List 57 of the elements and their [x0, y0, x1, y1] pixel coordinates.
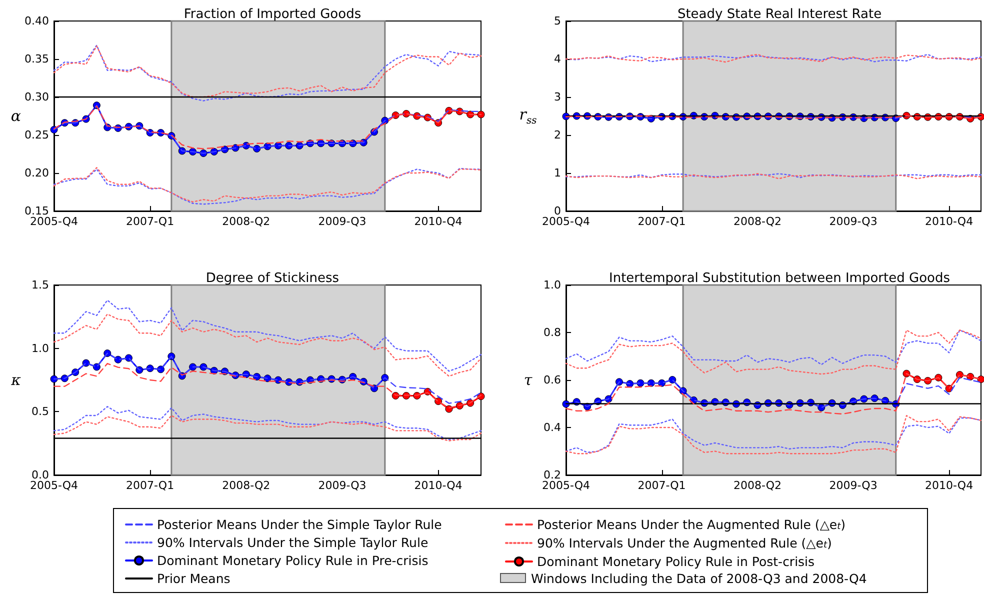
y-tick-label: 2 [554, 128, 561, 142]
x-tick-label: 2007-Q1 [126, 215, 174, 228]
x-tick-label: 2008-Q2 [734, 215, 782, 228]
legend-label: Prior Means [157, 571, 230, 586]
legend-label: Posterior Means Under the Simple Taylor Rule [157, 517, 442, 532]
x-tick-label: 2008-Q2 [222, 479, 270, 492]
y-tick-label: 0.40 [24, 14, 49, 28]
x-tick-label: 2010-Q4 [414, 215, 462, 228]
y-tick-label: 0 [554, 204, 561, 218]
x-tick-label: 2007-Q1 [638, 479, 686, 492]
x-tick-label: 2010-Q4 [925, 215, 974, 228]
legend-label: Dominant Monetary Policy Rule in Post-crisis [537, 554, 815, 569]
text: Windows Including the Data of 2008-Q3 and 2008-Q4 [531, 570, 867, 586]
x-tick-label: 2005-Q4 [30, 479, 78, 492]
y-axis-title: r$_{ss}$ [519, 106, 537, 126]
y-tick-label: 0.30 [24, 90, 49, 104]
y-tick-label: 0.2 [544, 468, 561, 482]
chart-title: Degree of Stickiness [206, 271, 340, 286]
chart-title: Steady State Real Interest Rate [677, 7, 882, 22]
y-tick-label: 3 [554, 90, 561, 104]
y-axis-title: τ [524, 371, 532, 389]
y-tick-label: 0.8 [544, 326, 561, 339]
x-tick-label: 2005-Q4 [542, 479, 590, 492]
x-tick-label: 2007-Q1 [638, 215, 686, 228]
x-tick-label: 2009-Q3 [829, 215, 878, 228]
y-tick-label: 0.5 [32, 405, 49, 418]
y-tick-label: 1 [554, 166, 561, 180]
y-axis-title: κ [11, 371, 21, 389]
y-tick-label: 0.15 [24, 204, 49, 218]
chart-title: Intertemporal Substitution between Imported Goods [608, 271, 950, 286]
y-tick-label: 0.20 [24, 166, 49, 180]
x-tick-label: 2009-Q3 [829, 479, 878, 492]
y-tick-label: 0.35 [24, 52, 49, 66]
y-tick-label: 4 [554, 52, 561, 66]
y-tick-label: 1.5 [32, 278, 49, 292]
y-tick-label: 0.4 [544, 421, 561, 434]
y-tick-label: 1.0 [544, 278, 561, 292]
x-tick-label: 2009-Q3 [318, 479, 366, 492]
legend-label: 90% Intervals Under the Augmented Rule (△et) [537, 536, 832, 550]
legend-label: 90% Intervals Under the Simple Taylor Rule [157, 535, 428, 550]
y-axis-title: α [10, 107, 22, 125]
legend-label: Dominant Monetary Policy Rule in Pre-crisis [157, 553, 428, 568]
x-tick-label: 2005-Q4 [30, 215, 78, 228]
legend-label: Posterior Means Under the Augmented Rule (△et) [537, 517, 846, 532]
x-tick-label: 2005-Q4 [542, 215, 590, 228]
x-tick-label: 2009-Q3 [318, 215, 366, 228]
x-tick-label: 2007-Q1 [126, 479, 174, 492]
x-tick-label: 2010-Q4 [925, 479, 974, 492]
y-tick-label: 1.0 [32, 342, 49, 355]
x-tick-label: 2010-Q4 [414, 479, 462, 492]
y-tick-label: 0.25 [24, 128, 49, 142]
x-tick-label: 2008-Q2 [734, 479, 782, 492]
x-tick-label: 2008-Q2 [222, 215, 270, 228]
chart-title: Fraction of Imported Goods [184, 7, 362, 22]
y-tick-label: 5 [554, 14, 561, 28]
y-tick-label: 0.0 [32, 468, 49, 482]
y-tick-label: 0.6 [544, 374, 561, 386]
